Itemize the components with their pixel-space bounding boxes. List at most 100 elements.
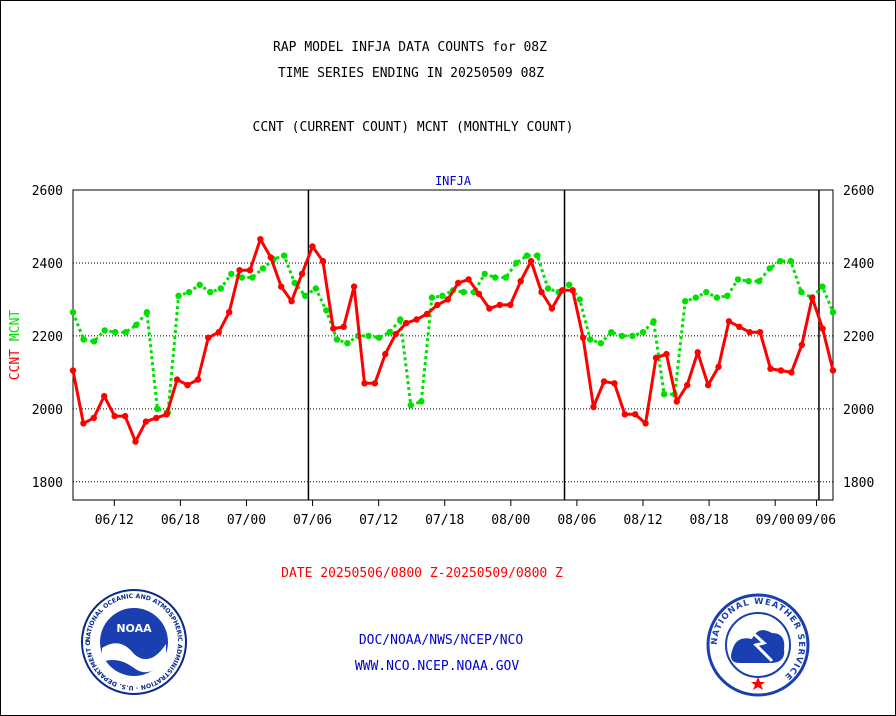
data-point-mcnt xyxy=(333,336,341,343)
data-point-ccnt xyxy=(548,305,556,312)
x-tick-label: 08/06 xyxy=(557,513,596,528)
data-point-ccnt xyxy=(475,290,483,298)
data-point-ccnt xyxy=(121,412,129,420)
data-point-mcnt xyxy=(703,288,710,296)
data-point-ccnt xyxy=(621,411,628,418)
data-point-mcnt xyxy=(249,274,256,281)
data-point-mcnt xyxy=(787,257,794,265)
plot-area xyxy=(72,189,834,501)
data-point-mcnt xyxy=(154,405,161,412)
data-point-ccnt xyxy=(434,301,441,309)
data-point-mcnt xyxy=(724,292,731,299)
data-point-mcnt xyxy=(90,338,98,345)
data-point-mcnt xyxy=(682,298,689,305)
data-point-ccnt xyxy=(350,283,358,290)
data-point-ccnt xyxy=(330,325,337,332)
data-point-ccnt xyxy=(600,378,608,385)
chart-subtitle: CCNT (CURRENT COUNT) MCNT (MONTHLY COUNT… xyxy=(252,120,574,135)
data-point-mcnt xyxy=(713,294,721,301)
data-point-mcnt xyxy=(565,281,573,288)
data-point-mcnt xyxy=(513,259,520,267)
data-point-mcnt xyxy=(80,336,87,343)
data-point-mcnt xyxy=(418,398,425,405)
data-point-ccnt xyxy=(184,381,191,389)
data-point-ccnt xyxy=(611,380,618,387)
data-point-mcnt xyxy=(777,257,784,265)
data-point-ccnt xyxy=(829,367,837,374)
data-point-ccnt xyxy=(69,367,77,374)
data-point-mcnt xyxy=(766,265,773,272)
data-point-mcnt xyxy=(734,276,742,283)
chart-title-line1: RAP MODEL INFJA DATA COUNTS for 08Z xyxy=(273,40,547,55)
data-point-ccnt xyxy=(163,411,170,418)
x-tick-label: 07/00 xyxy=(227,513,266,528)
x-tick-label: 06/18 xyxy=(161,513,200,528)
data-point-ccnt xyxy=(278,283,285,290)
data-point-mcnt xyxy=(112,329,119,336)
data-point-ccnt xyxy=(215,329,222,336)
data-point-ccnt xyxy=(694,349,701,356)
data-point-ccnt xyxy=(413,316,420,323)
y-axis-label-ccnt: CCNT xyxy=(8,349,23,380)
data-point-mcnt xyxy=(238,274,246,281)
data-point-ccnt xyxy=(684,381,691,389)
data-point-mcnt xyxy=(397,316,404,323)
data-point-mcnt xyxy=(660,391,668,398)
data-point-ccnt xyxy=(90,414,98,422)
data-point-ccnt xyxy=(361,380,368,387)
data-point-mcnt xyxy=(175,292,182,299)
data-point-ccnt xyxy=(517,278,524,285)
website-link[interactable]: WWW.NCO.NCEP.NOAA.GOV xyxy=(354,659,520,674)
data-point-ccnt xyxy=(392,330,399,338)
series-line-mcnt xyxy=(71,254,835,414)
data-point-mcnt xyxy=(101,327,108,334)
y-tick-label-left: 2000 xyxy=(32,403,63,418)
data-point-ccnt xyxy=(205,334,212,341)
data-point-ccnt xyxy=(194,376,202,383)
data-point-mcnt xyxy=(692,294,699,301)
nws-logo-icon: NATIONAL WEATHER SERVICE xyxy=(706,593,810,697)
data-point-mcnt xyxy=(69,309,77,316)
data-point-mcnt xyxy=(407,402,414,409)
data-point-ccnt xyxy=(173,376,181,383)
data-point-ccnt xyxy=(809,294,816,301)
data-point-ccnt xyxy=(382,350,389,358)
data-point-mcnt xyxy=(196,281,203,288)
data-point-ccnt xyxy=(486,305,493,312)
x-tick-label: 08/18 xyxy=(690,513,729,528)
data-point-mcnt xyxy=(365,332,372,340)
data-point-mcnt xyxy=(133,321,140,329)
data-point-ccnt xyxy=(819,325,826,332)
data-point-ccnt xyxy=(798,341,805,349)
data-point-mcnt xyxy=(207,288,214,296)
data-point-ccnt xyxy=(246,267,254,274)
x-tick-label: 07/18 xyxy=(425,513,464,528)
data-point-mcnt xyxy=(629,332,636,340)
x-tick-label: 09/06 xyxy=(797,513,836,528)
data-point-mcnt xyxy=(597,340,604,347)
data-point-ccnt xyxy=(559,287,566,294)
data-point-ccnt xyxy=(507,301,514,309)
data-point-mcnt xyxy=(829,309,837,316)
data-point-ccnt xyxy=(340,323,347,330)
data-point-mcnt xyxy=(143,309,151,316)
data-point-ccnt xyxy=(673,398,680,405)
data-point-mcnt xyxy=(228,270,235,278)
data-point-mcnt xyxy=(375,334,383,341)
noaa-logo-icon: NATIONAL OCEANIC AND ATMOSPHERIC ADMINIS… xyxy=(80,588,187,695)
data-point-mcnt xyxy=(587,336,594,343)
org-path-label: DOC/NOAA/NWS/NCEP/NCO xyxy=(358,633,524,648)
data-point-mcnt xyxy=(523,252,531,259)
data-point-mcnt xyxy=(650,318,657,325)
data-point-ccnt xyxy=(756,329,764,336)
data-point-ccnt xyxy=(423,310,431,318)
data-point-mcnt xyxy=(745,278,752,285)
data-point-ccnt xyxy=(767,365,774,372)
data-point-ccnt xyxy=(579,334,587,341)
x-tick-label: 08/00 xyxy=(491,513,530,528)
data-point-ccnt xyxy=(663,350,670,358)
data-point-mcnt xyxy=(639,329,647,336)
data-point-mcnt xyxy=(755,278,763,285)
data-point-ccnt xyxy=(444,296,451,303)
